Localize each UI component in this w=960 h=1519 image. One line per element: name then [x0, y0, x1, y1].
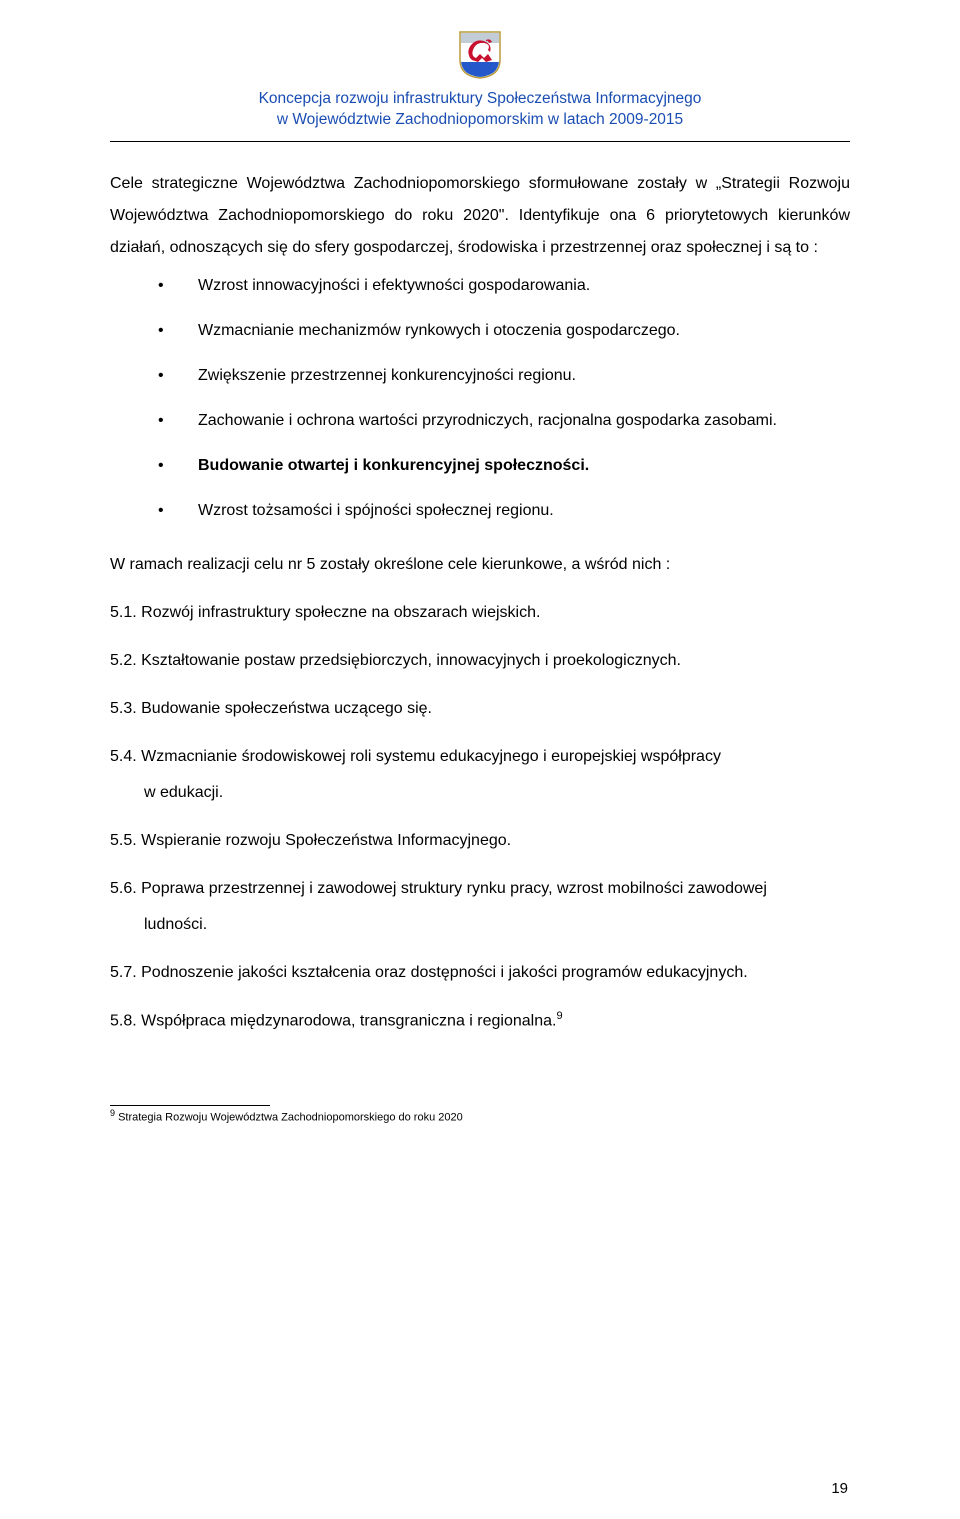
list-item: Wzrost innowacyjności i efektywności gos… [158, 270, 850, 302]
header-title-line2: w Województwie Zachodniopomorskim w lata… [110, 110, 850, 131]
body-content: Cele strategiczne Województwa Zachodniop… [110, 168, 850, 1037]
page-container: Koncepcja rozwoju infrastruktury Społecz… [0, 0, 960, 1165]
numbered-item: 5.8. Współpraca międzynarodowa, transgra… [110, 1005, 850, 1037]
header-divider [110, 141, 850, 142]
numbered-item: 5.2. Kształtowanie postaw przedsiębiorcz… [110, 645, 850, 677]
numbered-item: 5.4. Wzmacnianie środowiskowej roli syst… [110, 741, 850, 773]
bullet-text: Wzmacnianie mechanizmów rynkowych i otoc… [198, 322, 680, 339]
list-item: Budowanie otwartej i konkurencyjnej społ… [158, 450, 850, 482]
bullet-text: Zachowanie i ochrona wartości przyrodnic… [198, 412, 777, 429]
header-title-line1: Koncepcja rozwoju infrastruktury Społecz… [110, 89, 850, 110]
numbered-item: 5.5. Wspieranie rozwoju Społeczeństwa In… [110, 825, 850, 857]
mid-paragraph: W ramach realizacji celu nr 5 zostały ok… [110, 549, 850, 581]
footnote-text: Strategia Rozwoju Województwa Zachodniop… [115, 1112, 463, 1124]
footnote-reference: 9 [556, 1010, 562, 1022]
footnote-divider [110, 1105, 270, 1106]
numbered-item-continuation: ludności. [110, 909, 850, 941]
list-item: Zachowanie i ochrona wartości przyrodnic… [158, 405, 850, 437]
numbered-item: 5.6. Poprawa przestrzennej i zawodowej s… [110, 873, 850, 905]
document-header: Koncepcja rozwoju infrastruktury Społecz… [110, 30, 850, 131]
list-item: Zwiększenie przestrzennej konkurencyjnoś… [158, 360, 850, 392]
list-item: Wzmacnianie mechanizmów rynkowych i otoc… [158, 315, 850, 347]
numbered-item-continuation: w edukacji. [144, 777, 850, 809]
numbered-item-text: 5.8. Współpraca międzynarodowa, transgra… [110, 1012, 556, 1029]
page-number: 19 [831, 1480, 848, 1497]
bullet-list: Wzrost innowacyjności i efektywności gos… [110, 270, 850, 527]
intro-paragraph: Cele strategiczne Województwa Zachodniop… [110, 168, 850, 264]
footnote: 9 Strategia Rozwoju Województwa Zachodni… [110, 1108, 850, 1125]
numbered-item: 5.3. Budowanie społeczeństwa uczącego si… [110, 693, 850, 725]
bullet-text: Zwiększenie przestrzennej konkurencyjnoś… [198, 367, 576, 384]
coat-of-arms-icon [458, 30, 502, 80]
bullet-text-bold: Budowanie otwartej i konkurencyjnej społ… [198, 457, 589, 474]
bullet-text: Wzrost tożsamości i spójności społecznej… [198, 502, 554, 519]
numbered-item: 5.1. Rozwój infrastruktury społeczne na … [110, 597, 850, 629]
list-item: Wzrost tożsamości i spójności społecznej… [158, 495, 850, 527]
numbered-item: 5.7. Podnoszenie jakości kształcenia ora… [110, 957, 850, 989]
bullet-text: Wzrost innowacyjności i efektywności gos… [198, 277, 590, 294]
